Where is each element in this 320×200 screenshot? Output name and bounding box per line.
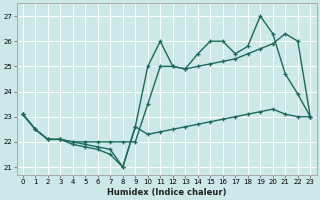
X-axis label: Humidex (Indice chaleur): Humidex (Indice chaleur) — [107, 188, 226, 197]
